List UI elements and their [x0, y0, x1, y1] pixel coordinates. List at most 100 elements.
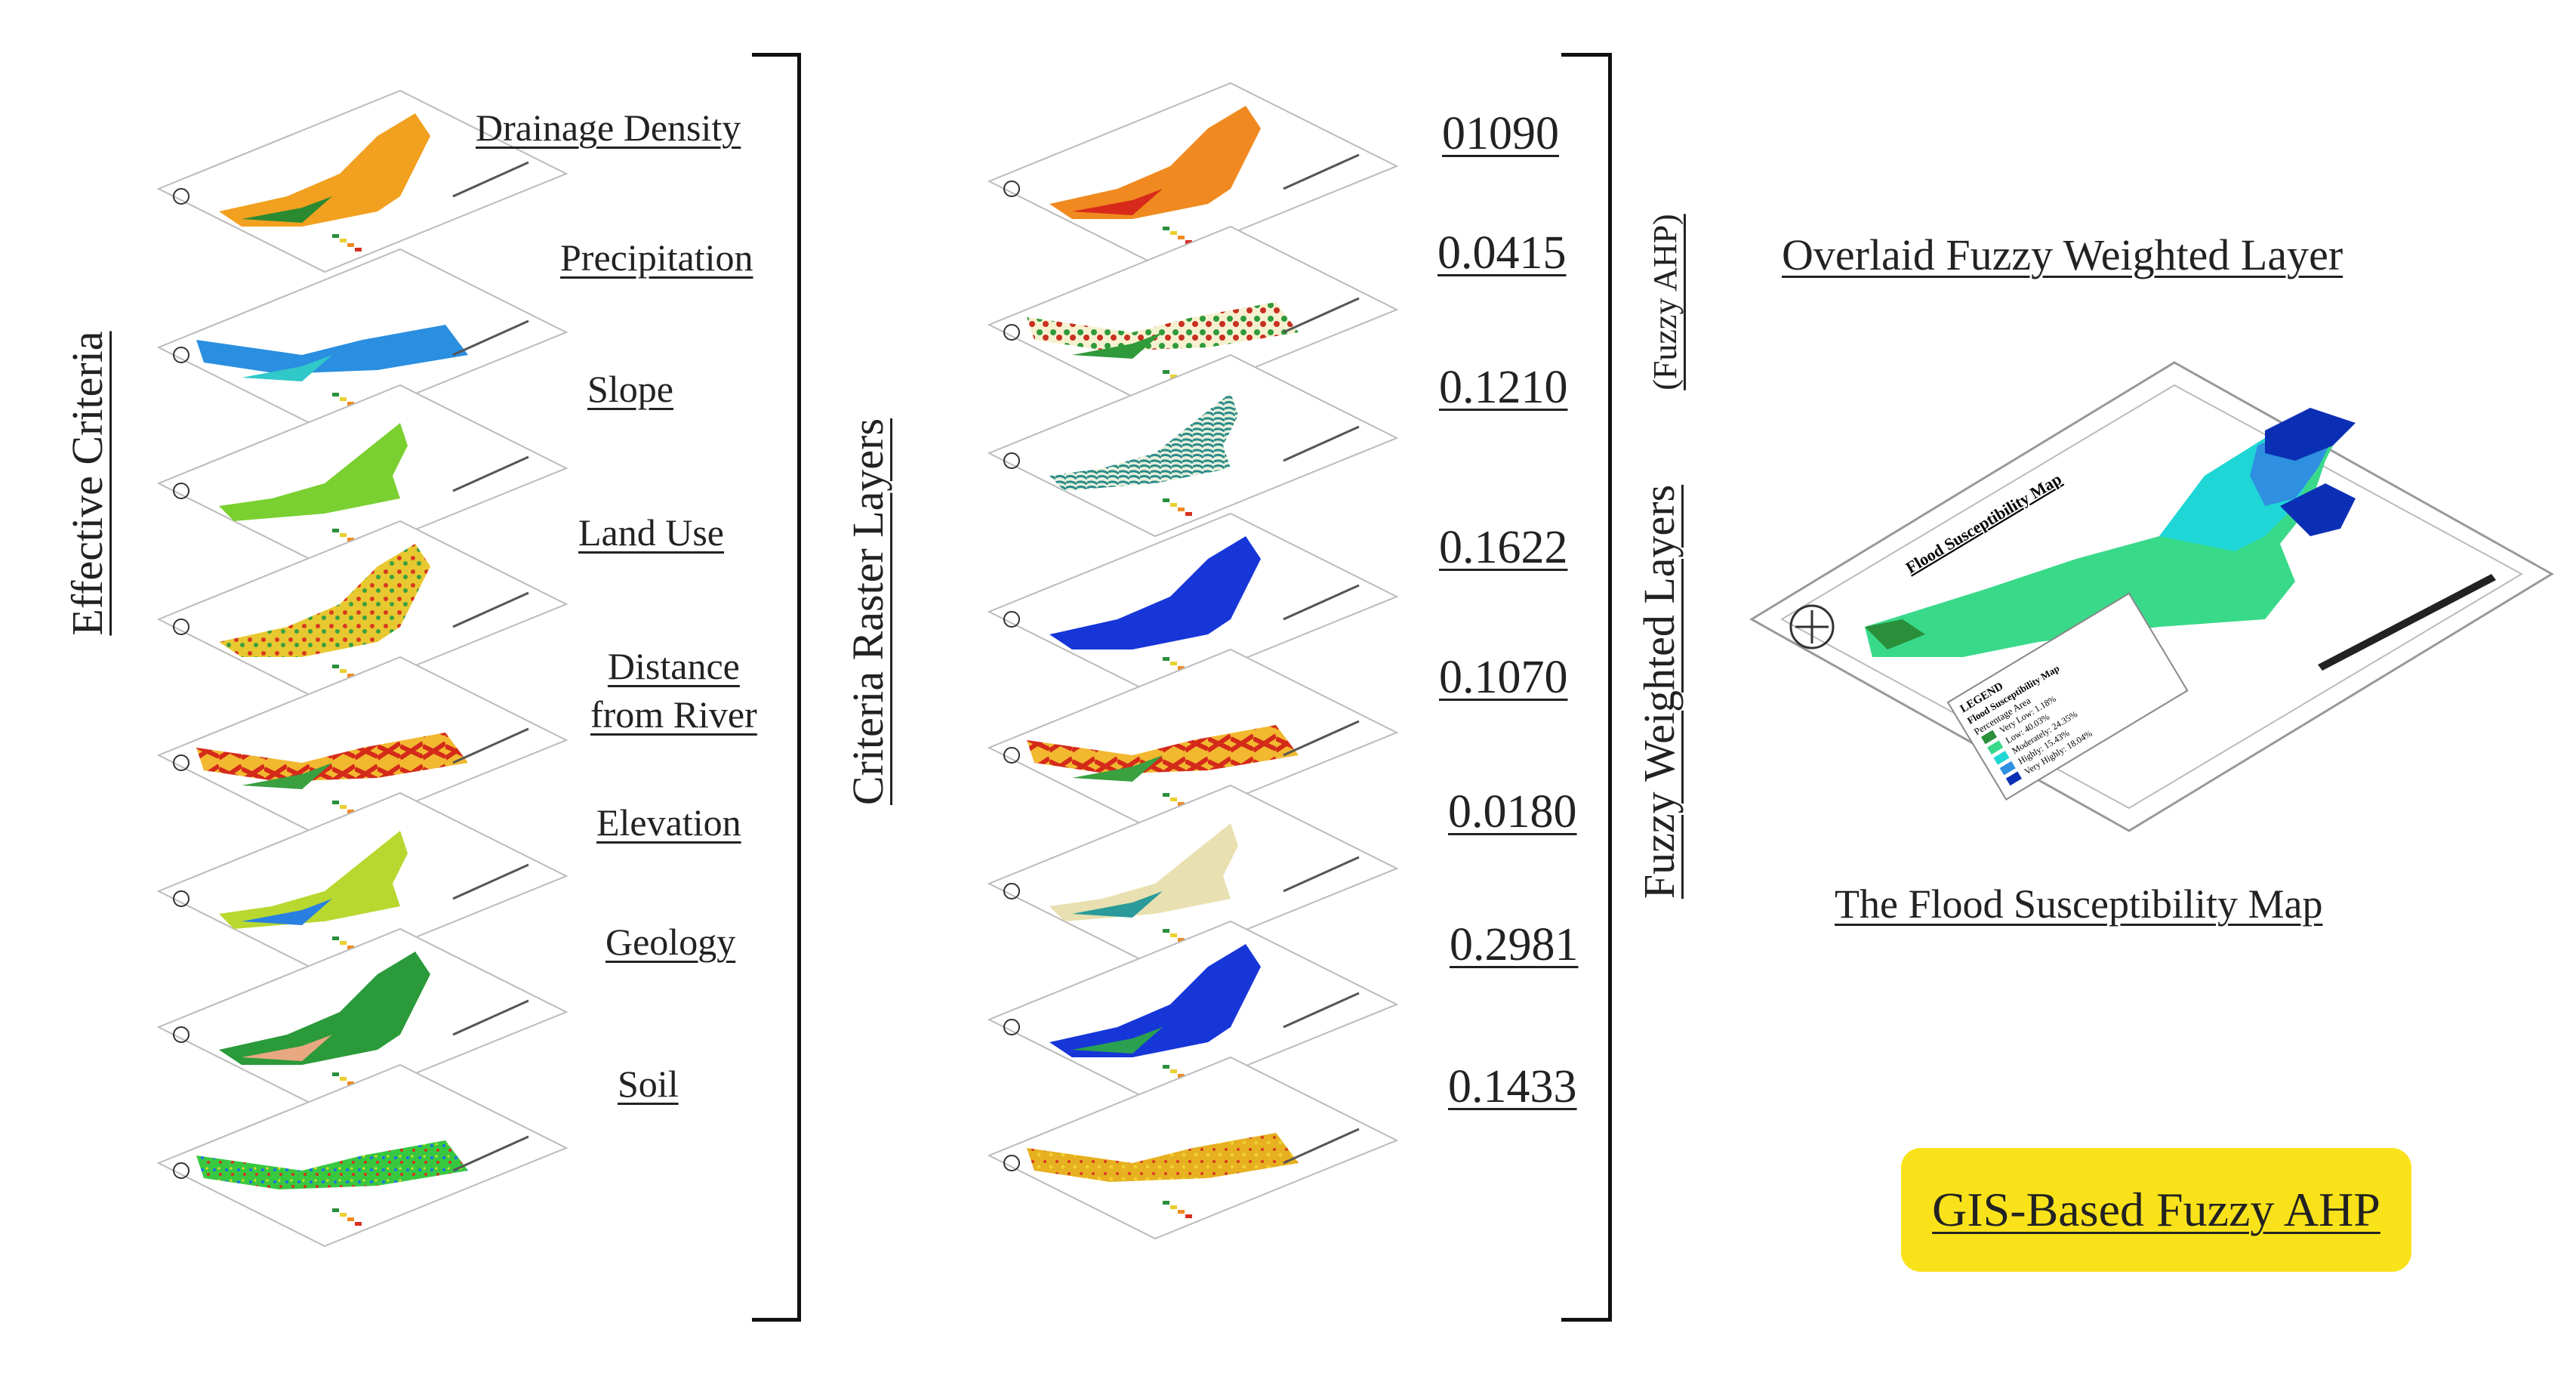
criteria-map-3-legend-swatch — [340, 533, 347, 537]
weighted-map-5-legend-swatch — [1170, 798, 1177, 801]
criteria-map-4-north-arrow-icon — [173, 619, 190, 635]
criteria-map-4-basin — [219, 544, 430, 657]
criteria-map-3-north-arrow-icon — [173, 483, 190, 499]
criteria-map-5-legend-swatch — [347, 810, 354, 813]
basin-class-very-high-2 — [2280, 483, 2356, 536]
criteria-map-7-legend-swatch — [340, 1077, 347, 1081]
criteria-map-2-scale-bar — [452, 319, 529, 356]
criteria-map-5-legend-swatch — [340, 805, 347, 809]
criteria-map-8 — [156, 1063, 569, 1248]
criteria-map-6-legend-swatch — [332, 936, 339, 940]
criteria-map-2-legend-swatch — [340, 397, 347, 401]
basin-class-very-low — [1865, 619, 1925, 649]
weighted-map-4-legend-swatch — [1170, 662, 1177, 665]
weighted-map-6-legend-swatch — [1163, 929, 1169, 933]
weighted-map-4-scale-bar — [1283, 584, 1360, 621]
criteria-map-4-scale-bar — [452, 591, 529, 628]
weight-soil: 0.1433 — [1448, 1061, 1577, 1112]
legend-swatch — [1999, 761, 2016, 776]
weighted-map-5-basin — [1027, 725, 1299, 774]
left-bracket — [752, 53, 801, 1322]
criteria-map-7-zone — [242, 1035, 332, 1061]
method-badge-text: GIS-Based Fuzzy AHP — [1932, 1183, 2380, 1236]
criteria-map-7-north-arrow-icon — [173, 1026, 190, 1043]
flood-susceptibility-map: Flood Susceptibility Map LEGEND Flood Su… — [1749, 361, 2554, 832]
criteria-map-1-legend-swatch — [355, 248, 362, 251]
weighted-map-4-legend-swatch — [1163, 657, 1169, 661]
weighted-map-4 — [987, 512, 1399, 696]
criteria-map-7 — [156, 927, 569, 1112]
weighted-map-2-basin — [1027, 302, 1299, 351]
weight-distance-from-river: 0.1070 — [1439, 652, 1568, 703]
label-distance-line2: from River — [590, 693, 757, 736]
weighted-map-5 — [987, 648, 1399, 832]
weight-precipitation: 0.0415 — [1437, 227, 1567, 279]
criteria-map-3-legend-swatch — [347, 538, 354, 541]
weighted-map-8-legend-swatch — [1185, 1214, 1192, 1218]
criteria-map-2-zone — [242, 355, 332, 381]
criteria-raster-layers-label: Criteria Raster Layers — [843, 418, 892, 806]
weighted-map-1-legend-swatch — [1185, 240, 1192, 244]
weighted-map-7-basin — [1049, 944, 1261, 1057]
weighted-map-8-legend-swatch — [1163, 1201, 1169, 1205]
overlaid-title: Overlaid Fuzzy Weighted Layer — [1782, 230, 2343, 279]
criteria-map-4-legend-swatch — [347, 674, 354, 677]
criteria-map-6-scale-bar — [452, 863, 529, 900]
final-map-caption: The Flood Susceptibility Map — [1835, 881, 2323, 927]
weighted-map-2-legend-swatch — [1163, 370, 1169, 374]
weighted-map-8-north-arrow-icon — [1003, 1155, 1020, 1171]
weighted-map-8-legend-swatch — [1178, 1210, 1185, 1214]
criteria-map-1-basin — [219, 113, 430, 227]
criteria-map-4-legend-swatch — [332, 665, 339, 668]
weighted-map-6-scale-bar — [1283, 856, 1360, 893]
weighted-map-8-basin — [1027, 1133, 1299, 1182]
criteria-map-5-north-arrow-icon — [173, 754, 190, 771]
criteria-map-6 — [156, 791, 569, 976]
weighted-map-4-basin — [1049, 536, 1261, 649]
weight-drainage-density: 01090 — [1442, 108, 1559, 159]
weighted-map-3-scale-bar — [1283, 425, 1360, 462]
legend-swatch — [1980, 730, 1998, 745]
weighted-map-3 — [987, 353, 1399, 538]
criteria-map-8-legend-swatch — [340, 1213, 347, 1217]
criteria-map-8-legend-swatch — [355, 1222, 362, 1226]
fuzzy-weighted-layers-label: Fuzzy Weighted Layers — [1635, 484, 1684, 899]
criteria-map-3-basin — [219, 423, 408, 521]
criteria-map-7-scale-bar — [452, 999, 529, 1036]
weighted-map-6-basin — [1049, 823, 1238, 921]
criteria-map-6-zone — [242, 899, 332, 925]
weighted-map-1-basin — [1049, 106, 1261, 219]
criteria-map-7-legend-swatch — [347, 1081, 354, 1085]
weighted-map-3-north-arrow-icon — [1003, 452, 1020, 469]
weighted-map-1-legend-swatch — [1178, 236, 1185, 239]
criteria-map-1-legend-swatch — [340, 239, 347, 242]
criteria-map-6-legend-swatch — [347, 946, 354, 949]
criteria-map-6-legend-swatch — [340, 941, 347, 945]
north-arrow-icon — [1789, 604, 1835, 649]
basin-class-very-high — [2265, 408, 2356, 461]
weighted-map-7 — [987, 920, 1399, 1104]
weighted-map-8 — [987, 1056, 1399, 1240]
weighted-map-7-legend-swatch — [1163, 1065, 1169, 1069]
weighted-map-1-zone — [1072, 189, 1163, 215]
weighted-map-1-north-arrow-icon — [1003, 180, 1020, 197]
weighted-map-7-scale-bar — [1283, 992, 1360, 1029]
weighted-map-5-scale-bar — [1283, 720, 1360, 757]
label-elevation: Elevation — [596, 801, 741, 844]
weighted-map-2-zone — [1072, 332, 1163, 359]
weighted-map-3-legend-swatch — [1170, 503, 1177, 507]
criteria-map-1-north-arrow-icon — [173, 188, 190, 205]
criteria-map-5-scale-bar — [452, 727, 529, 764]
criteria-map-8-legend-swatch — [347, 1217, 354, 1221]
weight-geology: 0.2981 — [1450, 919, 1579, 970]
weighted-map-1-legend-swatch — [1163, 227, 1169, 230]
fuzzy-ahp-label: (Fuzzy AHP) — [1647, 214, 1684, 390]
criteria-map-1-legend-swatch — [347, 243, 354, 247]
weighted-map-1-legend-swatch — [1170, 231, 1177, 235]
method-badge: GIS-Based Fuzzy AHP — [1901, 1148, 2411, 1272]
weighted-map-2-scale-bar — [1283, 297, 1360, 334]
criteria-map-2-legend-swatch — [347, 402, 354, 406]
weighted-map-7-zone — [1072, 1027, 1163, 1054]
criteria-map-2-north-arrow-icon — [173, 347, 190, 363]
criteria-map-6-basin — [219, 831, 408, 929]
